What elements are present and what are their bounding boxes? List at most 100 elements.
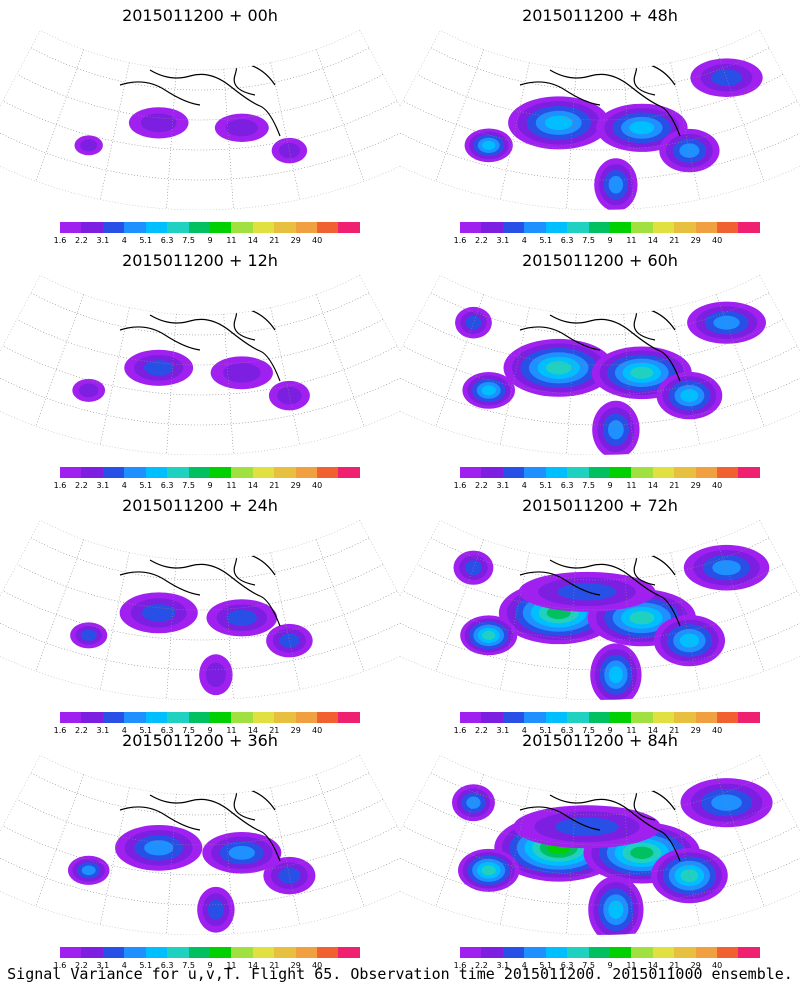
colorbar-swatch — [524, 467, 546, 478]
colorbar-label: 1.6 — [453, 481, 467, 490]
colorbar-swatch — [188, 222, 210, 233]
colorbar-label: 14 — [247, 481, 258, 490]
coastline — [119, 294, 281, 382]
colorbar-swatch — [295, 467, 318, 478]
colorbar-label: 5.1 — [539, 481, 553, 490]
colorbar-swatch — [102, 222, 125, 233]
map-boundary — [400, 520, 800, 700]
variance-contour — [80, 629, 97, 641]
map-panel-00h: 2015011200 + 00h 1.6 2.2 3.1 4 5.1 6.3 7.5 9 11 14… — [0, 0, 400, 245]
colorbar-swatch — [252, 947, 275, 958]
colorbar-label: 1.6 — [453, 236, 467, 245]
colorbar-swatch — [674, 467, 696, 478]
colorbar-label: 7.5 — [582, 961, 595, 970]
colorbar-swatch — [631, 222, 653, 233]
colorbar-label: 6.3 — [560, 961, 574, 970]
variance-contour — [482, 630, 496, 640]
colorbar-swatch — [695, 467, 718, 478]
colorbar-label: 21 — [669, 481, 680, 490]
colorbar-swatch — [60, 467, 82, 478]
colorbar-label: 2.2 — [75, 726, 88, 735]
colorbar-swatch — [460, 467, 482, 478]
variance-contour — [608, 175, 624, 194]
colorbar-swatch — [317, 712, 339, 723]
colorbar-label: 11 — [626, 961, 637, 970]
colorbar-swatch — [145, 467, 168, 478]
colorbar-label: 5.1 — [139, 726, 153, 735]
colorbar-swatch — [717, 467, 739, 478]
colorbar-swatch — [295, 947, 318, 958]
colorbar-labels: 1.6 2.2 3.1 4 5.1 6.3 7.5 9 11 14 21 29 40 — [454, 726, 760, 736]
colorbar-label: 6.3 — [560, 236, 574, 245]
colorbar-swatch — [502, 467, 525, 478]
colorbar-label: 29 — [290, 726, 301, 735]
colorbar-swatch — [231, 712, 253, 723]
colorbar-label: 1.6 — [453, 961, 467, 970]
colorbar-label: 40 — [712, 481, 723, 490]
colorbar-label: 7.5 — [182, 481, 195, 490]
coastline — [119, 774, 281, 862]
colorbar-swatch — [102, 947, 125, 958]
panel-title: 2015011200 + 60h — [522, 251, 678, 270]
colorbar-label: 1.6 — [453, 726, 467, 735]
colorbar-swatch — [81, 947, 103, 958]
colorbar-swatch — [524, 222, 546, 233]
colorbar-label: 2.2 — [475, 481, 488, 490]
coastline — [519, 49, 681, 137]
colorbar-label: 6.3 — [160, 961, 174, 970]
colorbar-label: 7.5 — [582, 236, 595, 245]
colorbar-swatch — [717, 712, 739, 723]
panel-title: 2015011200 + 12h — [122, 251, 278, 270]
colorbar-swatch — [274, 222, 296, 233]
variance-contour — [465, 315, 482, 330]
variance-contour — [141, 604, 176, 622]
colorbar-label: 4 — [521, 481, 527, 490]
colorbar-swatch — [60, 222, 82, 233]
colorbar-swatch — [524, 712, 546, 723]
colorbar-swatch — [631, 947, 653, 958]
colorbar-label: 1.6 — [53, 961, 67, 970]
map-boundary — [400, 755, 800, 935]
colorbar-label: 29 — [690, 481, 701, 490]
variance-contour — [608, 900, 624, 919]
coastline — [119, 539, 281, 627]
colorbar-label: 1.6 — [53, 481, 67, 490]
colorbar-label: 5.1 — [539, 961, 553, 970]
colorbar-labels: 1.6 2.2 3.1 4 5.1 6.3 7.5 9 11 14 21 29 40 — [454, 236, 760, 246]
colorbar-label: 2.2 — [475, 961, 488, 970]
colorbar-label: 5.1 — [139, 236, 153, 245]
variance-contour — [277, 386, 302, 405]
colorbar-swatch — [317, 467, 339, 478]
colorbar-swatch — [652, 947, 675, 958]
colorbar-label: 2.2 — [75, 961, 88, 970]
colorbar-swatch — [209, 947, 232, 958]
colorbar-swatch — [102, 712, 125, 723]
colorbar-label: 29 — [290, 236, 301, 245]
variance-contour — [140, 113, 177, 133]
colorbar-swatch — [481, 222, 503, 233]
variance-contour — [226, 609, 257, 626]
colorbar-label: 29 — [690, 961, 701, 970]
map-panel-84h: 2015011200 + 84h 1.6 2.2 3.1 4 5.1 6.3 7.5 9 11 14… — [400, 725, 800, 970]
colorbar-label: 11 — [226, 481, 237, 490]
colorbar-label: 14 — [647, 481, 658, 490]
map-boundary — [400, 30, 800, 210]
colorbar-swatch — [338, 712, 360, 723]
colorbar-label: 14 — [247, 961, 258, 970]
colorbar-swatch — [545, 947, 568, 958]
colorbar-swatch — [695, 712, 718, 723]
map-boundary — [0, 755, 400, 935]
colorbar-label: 4 — [121, 726, 127, 735]
colorbar-label: 11 — [626, 236, 637, 245]
colorbar-label: 7.5 — [582, 726, 595, 735]
variance-contour — [608, 666, 623, 684]
variance-contour — [630, 846, 654, 859]
colorbar-label: 29 — [690, 726, 701, 735]
colorbar — [460, 467, 760, 478]
colorbar-label: 11 — [226, 236, 237, 245]
colorbar-swatch — [588, 467, 610, 478]
colorbar-swatch — [124, 222, 146, 233]
colorbar-label: 3.1 — [96, 481, 110, 490]
colorbar-swatch — [502, 947, 525, 958]
colorbar-label: 5.1 — [539, 726, 553, 735]
